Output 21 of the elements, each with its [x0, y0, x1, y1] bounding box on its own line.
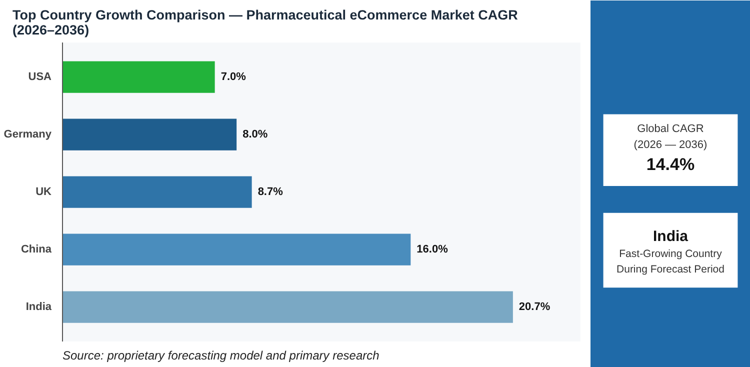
- text: Global CAGR (2026 — 2036): [634, 123, 708, 151]
- bar: [62, 291, 513, 323]
- data-label: 16.0%: [416, 244, 448, 256]
- text: 14.4%: [646, 155, 695, 174]
- data-label: 20.7%: [518, 301, 550, 313]
- data-label: 8.7%: [258, 186, 284, 198]
- bar: [62, 176, 252, 208]
- y-tick-label: UK: [36, 186, 52, 198]
- y-tick-label: India: [26, 301, 52, 313]
- text: Fast-Growing Country During Forecast Period: [616, 248, 725, 276]
- data-label: 8.0%: [242, 128, 268, 140]
- source-note: Source: proprietary forecasting model and primary research: [62, 348, 380, 362]
- bar: [62, 61, 215, 93]
- y-tick-label: USA: [28, 71, 52, 83]
- chart-title: Top Country Growth Comparison — Pharmaceutical eCommerce Market CAGR (2026–2036): [12, 8, 518, 38]
- text: India: [653, 228, 689, 245]
- data-label: 7.0%: [220, 71, 246, 83]
- bar: [62, 118, 237, 150]
- bar: [62, 234, 411, 266]
- y-tick-label: China: [20, 244, 52, 256]
- y-tick-label: Germany: [4, 128, 52, 140]
